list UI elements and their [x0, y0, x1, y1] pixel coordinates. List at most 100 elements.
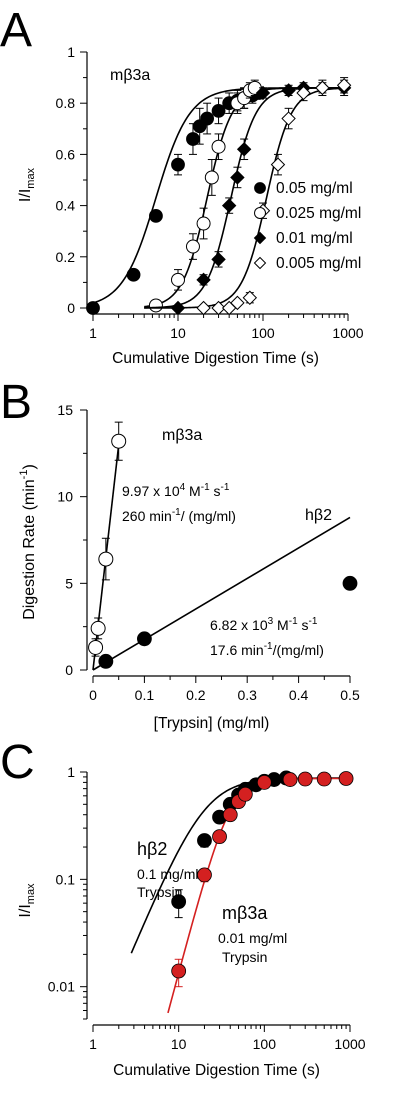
- series-0: [86, 86, 345, 315]
- data-point: [211, 139, 226, 154]
- data-point: [171, 157, 185, 172]
- series-1: [167, 777, 347, 1014]
- sup: -1: [264, 641, 273, 652]
- x-tick-label: 1000: [332, 325, 363, 341]
- data-point: [86, 301, 100, 315]
- data-point: [211, 103, 226, 118]
- x-axis-label: Cumulative Digestion Time (s): [113, 1062, 320, 1079]
- data-point: [196, 216, 211, 231]
- y-axis-label: I/Imax: [17, 883, 37, 918]
- data-point: [211, 252, 226, 267]
- fit-curve: [144, 87, 345, 308]
- data-point: [200, 111, 215, 126]
- y-tick-label: 5: [65, 575, 73, 591]
- data-point: [315, 80, 330, 96]
- legend: 0.05 mg/ml 0.025 mg/ml 0.01 mg/ml 0.005 mg/…: [253, 180, 361, 272]
- data-point: [136, 631, 152, 647]
- x-tick-label: 0.5: [340, 687, 360, 703]
- annotation-mb3a-rate2: 260 min-1/ (mg/ml): [122, 507, 236, 524]
- data-point: [242, 290, 258, 305]
- data-point: [171, 272, 185, 287]
- y-tick-label: 0.6: [56, 146, 76, 162]
- data-point: [126, 267, 141, 282]
- data-point: [197, 833, 212, 848]
- data-point: [204, 170, 219, 185]
- data-point: [171, 963, 187, 979]
- sup: -1: [221, 482, 230, 493]
- y-tick-label: 0: [67, 300, 75, 316]
- data-point: [282, 772, 298, 787]
- series-3: [144, 77, 352, 316]
- data-point: [336, 78, 352, 93]
- x-axis-label: [Trypsin] (mg/ml): [154, 715, 270, 732]
- y-axis-label-sup: -1: [18, 470, 30, 480]
- data-point: [270, 157, 286, 172]
- y-axis-label-end: ): [21, 464, 38, 469]
- legend-label: 0.05 mg/ml: [276, 180, 353, 197]
- legend-label: 0.025 mg/ml: [276, 205, 361, 222]
- data-point: [197, 867, 212, 883]
- annotation-hb2-trypsin: Trypsin: [137, 884, 182, 900]
- data-point: [111, 433, 127, 449]
- data-point: [212, 829, 227, 845]
- panel-b: B 0 5 10 15 0 0.1 0.2 0.3 0.4 0.5 [Trypsin] (mg/ml)…: [0, 376, 360, 732]
- x-tick-label: 10: [170, 325, 186, 341]
- legend-marker: [254, 182, 266, 194]
- legend-marker: [254, 207, 266, 219]
- legend-marker: [253, 256, 267, 270]
- data-point: [196, 300, 211, 316]
- data-point: [149, 208, 163, 223]
- legend-label: 0.01 mg/ml: [276, 230, 353, 247]
- data-point: [281, 83, 296, 98]
- sup: -1: [172, 507, 181, 518]
- data-point: [338, 771, 354, 786]
- data-point: [230, 170, 245, 185]
- data-point: [316, 771, 332, 787]
- y-tick-label: 0: [65, 662, 73, 678]
- annotation-mb3a-name: mβ3a: [162, 427, 202, 444]
- y-axis-label: I/Imax: [17, 167, 37, 202]
- x-tick-label: 0.3: [237, 687, 257, 703]
- panel-label-b: B: [0, 376, 32, 429]
- data-point: [236, 142, 252, 157]
- y-tick-label: 0.8: [56, 95, 76, 111]
- annotation-mb3a-conc: 0.01 mg/ml: [218, 930, 287, 946]
- data-point: [281, 111, 296, 126]
- legend-label: 0.005 mg/ml: [276, 255, 361, 272]
- x-tick-label: 0.2: [186, 687, 206, 703]
- y-tick-label: 10: [57, 489, 73, 505]
- data-point: [88, 639, 104, 655]
- y-axis-label-main: I/I: [17, 904, 34, 917]
- data-point: [148, 298, 163, 313]
- y-axis-label-sub: max: [25, 883, 37, 904]
- panel-c: C 0.01 0.1 1 1 10 100 1000 Cumulative Digestion …: [0, 736, 366, 1079]
- sup: 3: [268, 616, 274, 627]
- y-axis-label-sub: max: [25, 167, 37, 188]
- x-tick-label: 0: [89, 687, 97, 703]
- series-1: [92, 516, 351, 671]
- data-point: [196, 272, 211, 288]
- annotation-hb2-name: hβ2: [305, 507, 332, 524]
- y-tick-label: 0.01: [48, 979, 75, 995]
- annotation-mb3a: mβ3a: [110, 67, 150, 84]
- x-tick-label: 1000: [334, 1036, 365, 1052]
- fit-curve: [167, 777, 347, 1014]
- sup: -1: [289, 616, 298, 627]
- panel-a: A 0 0.2 0.4 0.6 0.8 1 1 10 100 1000 Cumulative Dige…: [0, 4, 364, 367]
- y-tick-label: 1: [67, 764, 75, 780]
- data-point: [186, 132, 200, 146]
- data-point: [297, 771, 313, 787]
- series-points-1: [171, 771, 354, 988]
- data-point: [222, 807, 238, 823]
- annotation-hb2-rate1: 6.82 x 103 M-1 s-1: [210, 616, 318, 633]
- data-point: [98, 551, 114, 567]
- annotation-hb2-name: hβ2: [137, 839, 167, 859]
- data-point: [256, 775, 272, 790]
- x-tick-label: 1: [89, 1036, 97, 1052]
- y-tick-label: 0.1: [56, 871, 76, 887]
- annotation-hb2-rate2: 17.6 min-1/(mg/ml): [210, 641, 324, 658]
- text: s: [210, 483, 221, 499]
- text: s: [298, 617, 309, 633]
- data-point: [90, 620, 106, 636]
- y-axis-label: Digestion Rate (min-1): [18, 464, 38, 620]
